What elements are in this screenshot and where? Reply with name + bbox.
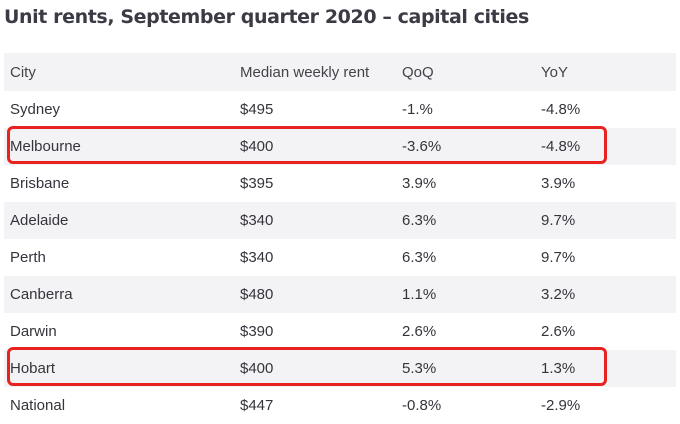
qoq-cell: 6.3%	[402, 212, 437, 229]
rent-cell: $400	[240, 138, 274, 155]
table-row: National $447 -0.8% -2.9%	[4, 387, 676, 424]
qoq-cell: -0.8%	[402, 397, 442, 414]
city-cell: National	[10, 397, 66, 414]
city-cell: Melbourne	[10, 138, 81, 155]
rent-cell: $400	[240, 360, 274, 377]
city-cell: Darwin	[10, 323, 57, 340]
table-row: Melbourne $400 -3.6% -4.8%	[4, 128, 676, 165]
yoy-cell: -2.9%	[541, 397, 581, 414]
rent-cell: $495	[240, 101, 274, 118]
qoq-cell: 6.3%	[402, 249, 437, 266]
rent-cell: $390	[240, 323, 274, 340]
yoy-cell: 3.9%	[541, 175, 576, 192]
qoq-cell: -3.6%	[402, 138, 442, 155]
yoy-cell: 9.7%	[541, 249, 576, 266]
qoq-cell: 5.3%	[402, 360, 437, 377]
table-header-row: City Median weekly rent QoQ YoY	[4, 53, 676, 91]
rent-table: City Median weekly rent QoQ YoY Sydney $…	[4, 53, 676, 424]
rent-cell: $395	[240, 175, 274, 192]
column-header-median-weekly-rent: Median weekly rent	[240, 63, 370, 81]
table-row: Brisbane $395 3.9% 3.9%	[4, 165, 676, 202]
column-header-city: City	[10, 63, 36, 81]
city-cell: Canberra	[10, 286, 73, 303]
yoy-cell: 1.3%	[541, 360, 576, 377]
table-row: Adelaide $340 6.3% 9.7%	[4, 202, 676, 239]
city-cell: Sydney	[10, 101, 61, 118]
qoq-cell: -1.%	[402, 101, 433, 118]
rent-cell: $480	[240, 286, 274, 303]
city-cell: Adelaide	[10, 212, 69, 229]
rent-cell: $340	[240, 249, 274, 266]
table-row: Hobart $400 5.3% 1.3%	[4, 350, 676, 387]
city-cell: Hobart	[10, 360, 56, 377]
table-row: Darwin $390 2.6% 2.6%	[4, 313, 676, 350]
column-header-qoq: QoQ	[402, 63, 434, 81]
yoy-cell: 3.2%	[541, 286, 576, 303]
yoy-cell: -4.8%	[541, 101, 581, 118]
rent-cell: $447	[240, 397, 274, 414]
page-title: Unit rents, September quarter 2020 – cap…	[4, 6, 529, 28]
qoq-cell: 1.1%	[402, 286, 437, 303]
qoq-cell: 2.6%	[402, 323, 437, 340]
yoy-cell: 9.7%	[541, 212, 576, 229]
rent-cell: $340	[240, 212, 274, 229]
table-row: Perth $340 6.3% 9.7%	[4, 239, 676, 276]
city-cell: Brisbane	[10, 175, 70, 192]
table-row: Canberra $480 1.1% 3.2%	[4, 276, 676, 313]
city-cell: Perth	[10, 249, 46, 266]
table-row: Sydney $495 -1.% -4.8%	[4, 91, 676, 128]
yoy-cell: -4.8%	[541, 138, 581, 155]
yoy-cell: 2.6%	[541, 323, 576, 340]
qoq-cell: 3.9%	[402, 175, 437, 192]
column-header-yoy: YoY	[541, 63, 568, 81]
